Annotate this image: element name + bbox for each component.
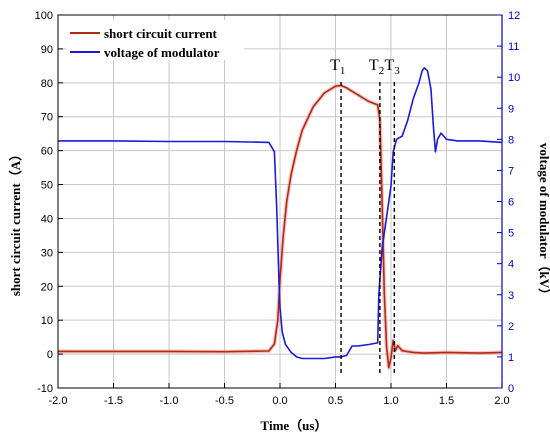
y-right-tick-label: 11 <box>508 41 519 53</box>
y-right-tick-label: 9 <box>508 103 514 115</box>
y-right-tick-label: 8 <box>508 134 514 146</box>
x-tick-label: 1.0 <box>383 395 398 407</box>
x-axis-title: Time（us） <box>261 418 328 433</box>
series-layer <box>58 67 503 370</box>
y-left-tick-label: 20 <box>41 281 53 293</box>
y-left-tick-label: 10 <box>41 315 53 327</box>
x-tick-label: 2.0 <box>494 395 509 407</box>
marker-label-T2: T2 <box>369 57 384 77</box>
y-left-tick-label: 30 <box>41 247 53 259</box>
marker-label-T3: T3 <box>384 57 400 77</box>
right-y-axis-title: voltage of modulator（kV） <box>537 143 550 301</box>
marker-label-T1: T1 <box>330 57 345 77</box>
y-right-tick-label: 6 <box>508 197 514 209</box>
legend-label-voltage: voltage of modulator <box>104 45 220 60</box>
y-left-tick-label: -10 <box>37 383 53 395</box>
legend-box <box>66 20 244 60</box>
y-right-tick-label: 3 <box>508 290 514 302</box>
time-markers: T1 T2 T3 <box>330 57 400 376</box>
y-left-tick-label: 50 <box>41 180 53 192</box>
y-right-tick-label: 10 <box>508 72 520 84</box>
y-right-tick-label: 5 <box>508 228 514 240</box>
series-line-voltage <box>58 67 503 360</box>
y-left-tick-label: 70 <box>41 112 53 124</box>
y-right-tick-label: 7 <box>508 165 514 177</box>
y-left-tick-label: 0 <box>47 349 53 361</box>
y-right-tick-label: 4 <box>508 259 514 271</box>
grid-lines <box>58 15 502 388</box>
y-left-tick-label: 80 <box>41 78 53 90</box>
y-right-tick-label: 12 <box>508 10 520 22</box>
x-tick-label: -1.5 <box>104 395 123 407</box>
y-right-tick-label: 0 <box>508 383 514 395</box>
x-tick-label: -0.5 <box>215 395 234 407</box>
y-left-tick-label: 100 <box>35 10 53 22</box>
left-y-axis: -10 0 10 20 30 40 50 60 70 80 90 100 <box>35 10 63 395</box>
x-tick-label: 0.5 <box>328 395 343 407</box>
y-left-tick-label: 90 <box>41 44 53 56</box>
y-right-tick-label: 1 <box>508 352 514 364</box>
x-axis: -2.0 -1.5 -1.0 -0.5 0.0 0.5 1.0 1.5 2.0 <box>49 383 510 407</box>
legend: short circuit current voltage of modulat… <box>66 20 244 60</box>
x-tick-label: -2.0 <box>49 395 68 407</box>
y-left-tick-label: 40 <box>41 213 53 225</box>
y-left-tick-label: 60 <box>41 146 53 158</box>
left-y-axis-title: short circuit current（A） <box>8 148 23 296</box>
legend-label-current: short circuit current <box>104 26 218 41</box>
x-tick-label: 1.5 <box>439 395 454 407</box>
x-tick-label: -1.0 <box>160 395 179 407</box>
y-right-tick-label: 2 <box>508 321 514 333</box>
x-tick-label: 0.0 <box>272 395 287 407</box>
series-line-current <box>58 84 503 369</box>
